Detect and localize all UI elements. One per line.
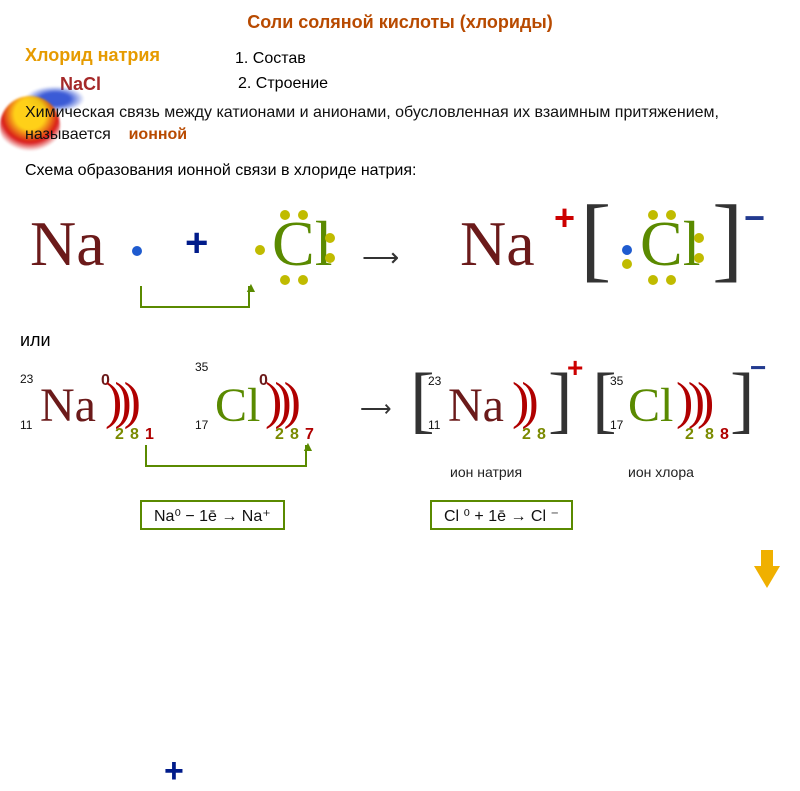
na-charge-plus: +	[554, 197, 575, 239]
bohr-diagram: 23 11 Na 0 ))) 2 8 1 + 35 17 Cl 0 ))) 2 …	[0, 350, 800, 460]
lewis-plus-sign: +	[185, 221, 208, 266]
cl-ion-shells: ) ))	[676, 372, 706, 431]
stroenie-label: 2. Строение	[238, 75, 328, 93]
electron-dot-cl	[280, 275, 290, 285]
electron-dot-cl	[325, 233, 335, 243]
electron-dot-transferred	[622, 245, 632, 255]
bracket-close: ]	[712, 185, 743, 293]
next-arrow-icon[interactable]	[761, 550, 773, 566]
scheme-label: Схема образования ионной связи в хлориде…	[25, 162, 416, 180]
page-title: Cоли соляной кислоты (хлориды)	[0, 12, 800, 33]
lewis-na-atom: Na	[30, 207, 105, 281]
bracket-open: [	[580, 185, 611, 293]
cl-shells: )))	[265, 372, 293, 431]
next-arrow-head-icon[interactable]	[754, 566, 780, 588]
reaction-arrow-bohr: ⟶	[360, 396, 392, 422]
electron-dot-cl	[694, 253, 704, 263]
na-mass-number: 23	[20, 372, 33, 386]
lewis-diagram: Na + Cl Na + [ Cl ] −	[0, 195, 800, 295]
bohr-na-atom: Na	[40, 378, 96, 433]
electron-dot-cl	[255, 245, 265, 255]
electron-dot-cl	[666, 210, 676, 220]
half-equation-cl: Cl ⁰ + 1ē → Cl ⁻	[430, 500, 573, 530]
or-label: или	[20, 330, 51, 351]
electron-transfer-arrow-2	[145, 445, 307, 467]
bohr-na-ion: Na	[448, 378, 504, 433]
bohr-plus-sign: +	[164, 752, 184, 791]
definition-text: Химическая связь между катионами и анион…	[25, 102, 765, 145]
cl-ion-charge: −	[750, 352, 766, 384]
subtitle: Хлорид натрия	[25, 45, 160, 66]
cl-atomic-number: 17	[195, 418, 208, 432]
bohr-cl-ion: Cl	[628, 378, 673, 433]
bohr-cl-atom: Cl	[215, 378, 260, 433]
electron-dot-cl	[298, 275, 308, 285]
electron-dot-cl	[648, 275, 658, 285]
electron-dot-cl	[298, 210, 308, 220]
sostav-label: 1. Состав	[235, 50, 306, 68]
na-ion-charge: +	[567, 352, 583, 384]
electron-dot-na	[132, 246, 142, 256]
electron-dot-cl	[666, 275, 676, 285]
electron-dot-cl	[648, 210, 658, 220]
na-shells: )))	[105, 372, 133, 431]
na-atomic-number: 11	[20, 418, 32, 432]
ion-label-na: ион натрия	[450, 464, 522, 480]
electron-dot-cl	[622, 259, 632, 269]
electron-transfer-arrow-1	[140, 286, 250, 308]
electron-transfer-head-2: ▲	[301, 438, 315, 454]
electron-dot-cl	[694, 233, 704, 243]
lewis-na-ion: Na	[460, 207, 535, 281]
reaction-arrow-lewis: ⟶	[362, 242, 399, 273]
half-equation-na: Na⁰ − 1ē → Na⁺	[140, 500, 285, 530]
definition-keyword: ионной	[129, 126, 188, 143]
electron-dot-cl	[325, 253, 335, 263]
cl-charge-minus: −	[744, 197, 765, 239]
cl-mass-number: 35	[195, 360, 208, 374]
electron-transfer-head-1: ▲	[244, 279, 258, 295]
na-ion-shells: ))	[512, 372, 531, 431]
ion-label-cl: ион хлора	[628, 464, 694, 480]
electron-dot-cl	[280, 210, 290, 220]
